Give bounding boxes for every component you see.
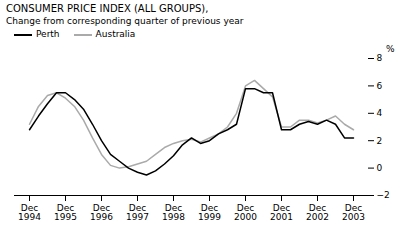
- svg-text:Dec1996: Dec1996: [90, 203, 113, 222]
- svg-text:6: 6: [377, 81, 383, 91]
- svg-text:8: 8: [377, 53, 383, 63]
- html-text:Change from corresponding quar: Change from corresponding quarter of pre…: [6, 16, 244, 26]
- html-text:Perth: Perth: [36, 29, 60, 39]
- svg-text:Dec2002: Dec2002: [306, 203, 329, 222]
- svg-text:0: 0: [377, 163, 383, 173]
- svg-text:Dec2003: Dec2003: [342, 203, 365, 222]
- html-text:Australia: Australia: [95, 29, 136, 39]
- svg-text:Dec1999: Dec1999: [198, 203, 221, 222]
- svg-text:4: 4: [377, 108, 383, 118]
- svg-text:%: %: [386, 44, 395, 54]
- svg-text:2: 2: [377, 136, 383, 146]
- svg-text:Dec2001: Dec2001: [270, 203, 293, 222]
- svg-text:Dec1994: Dec1994: [18, 203, 41, 222]
- svg-text:Dec2000: Dec2000: [234, 203, 257, 222]
- svg-text:Dec1995: Dec1995: [54, 203, 77, 222]
- svg-text:Dec1997: Dec1997: [126, 203, 149, 222]
- svg-text:Dec1998: Dec1998: [162, 203, 185, 222]
- svg-text:−2: −2: [377, 190, 390, 200]
- html-text:CONSUMER PRICE INDEX (ALL GROU: CONSUMER PRICE INDEX (ALL GROUPS),: [6, 3, 209, 14]
